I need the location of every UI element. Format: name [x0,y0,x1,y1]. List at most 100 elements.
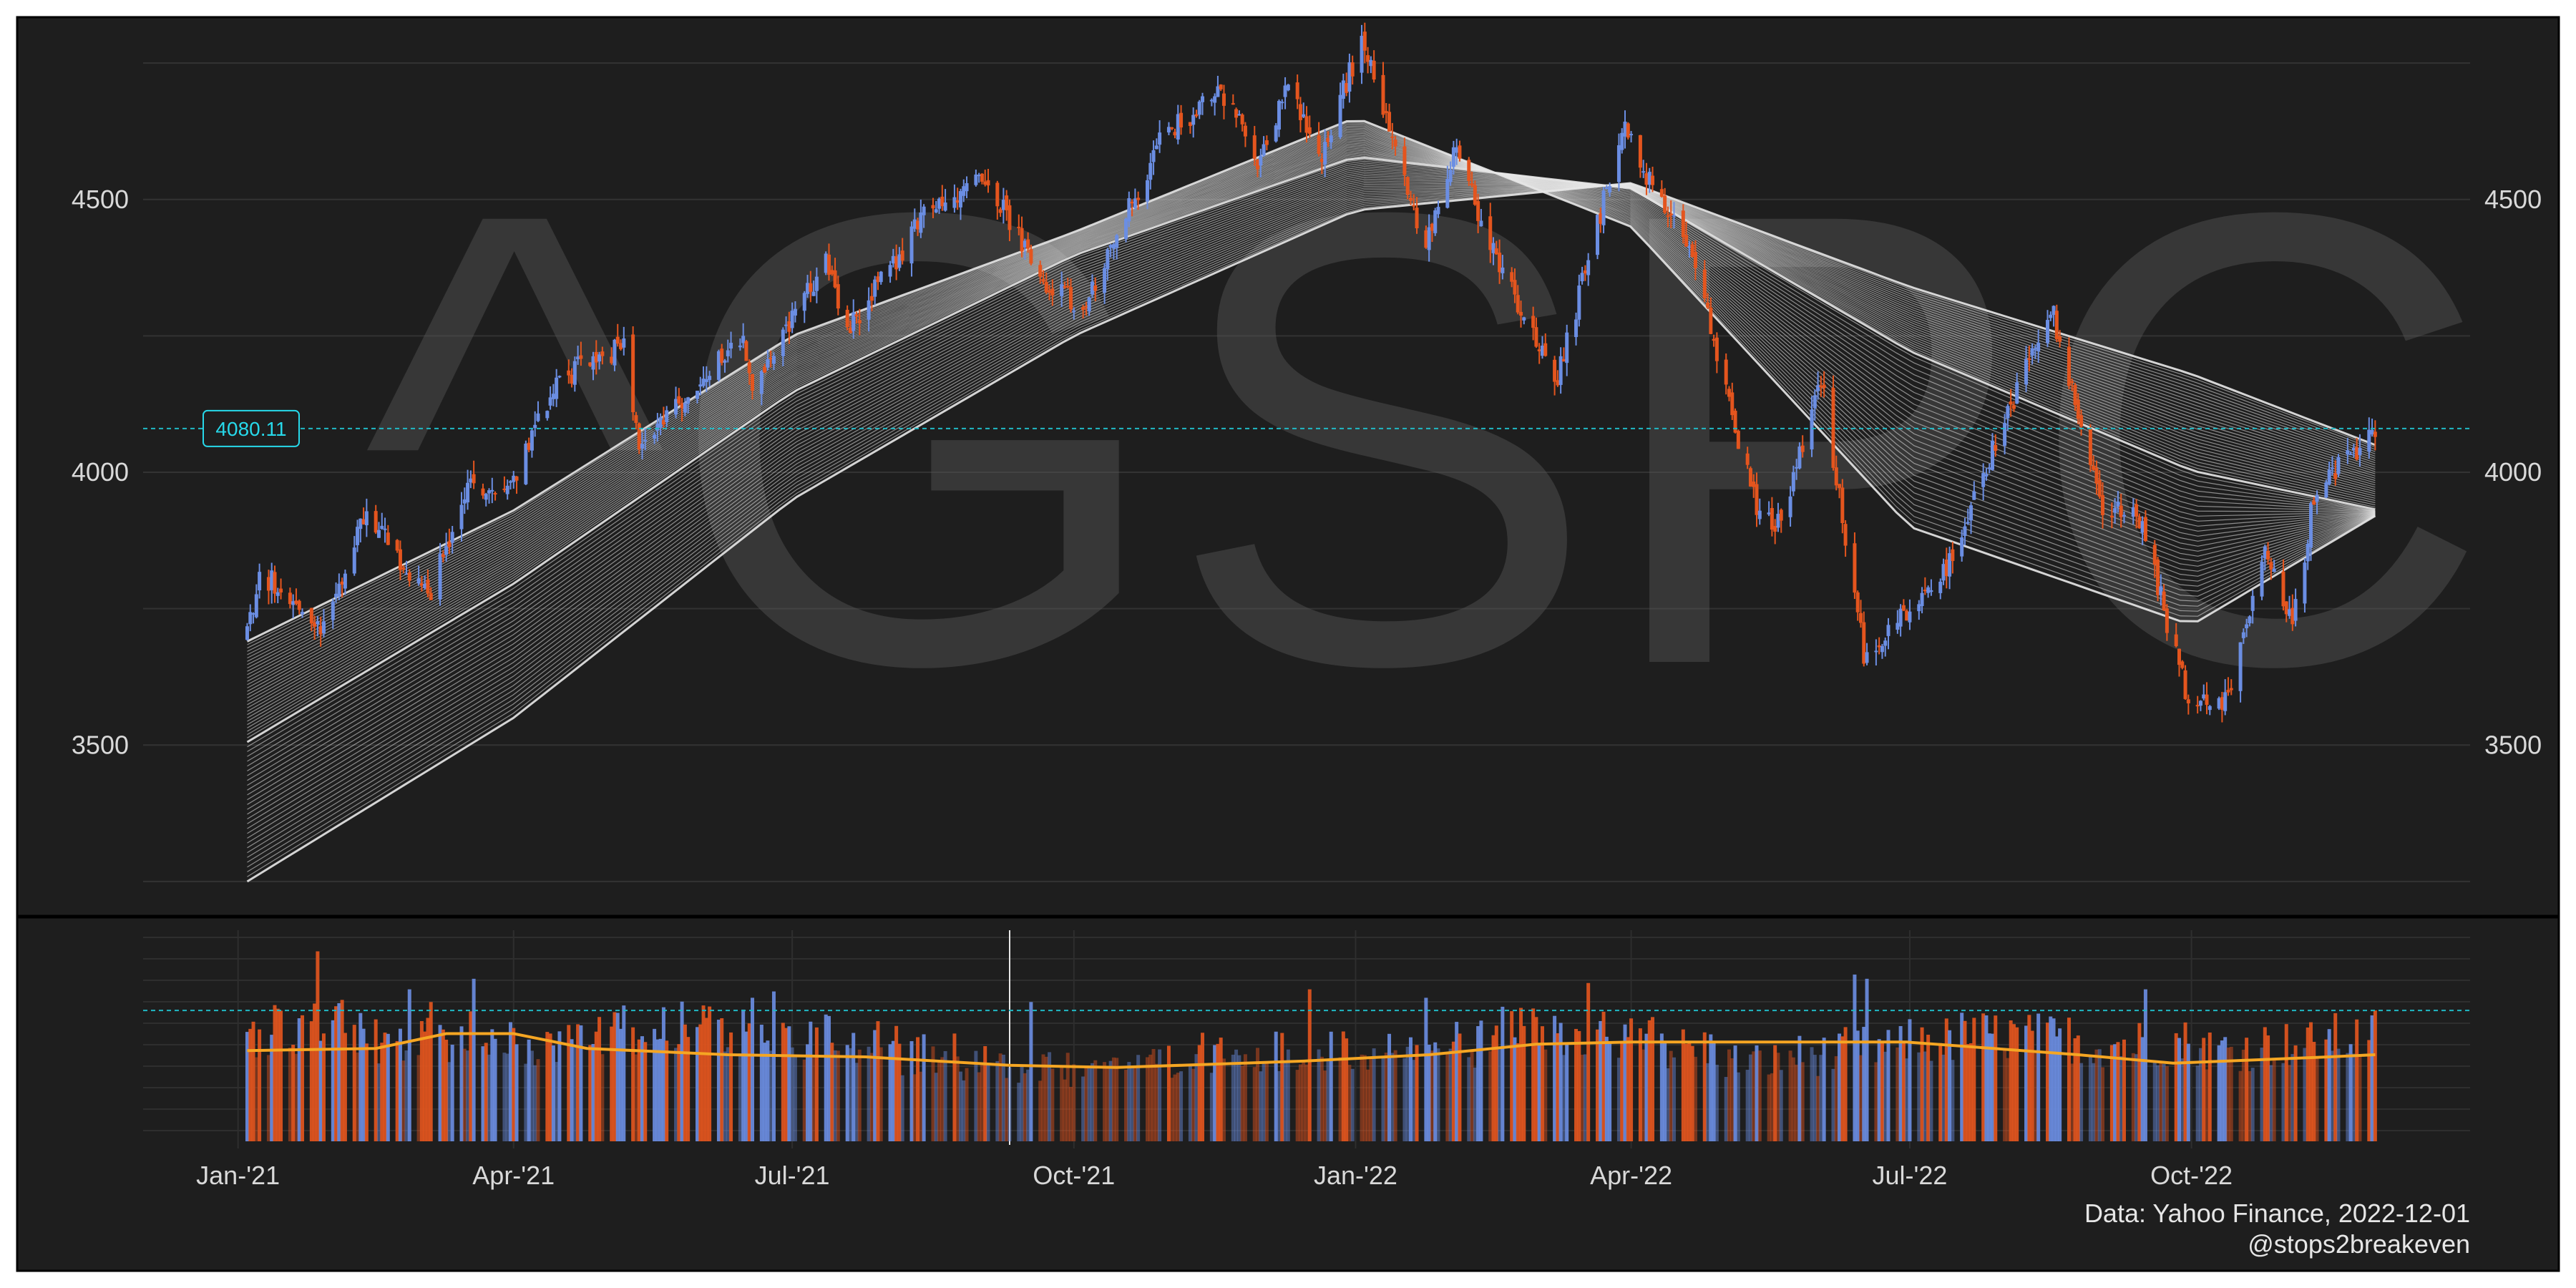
volume-bar-390 [1917,1052,1921,1141]
volume-bar-456 [2198,1048,2202,1141]
candle-435 [2109,502,2114,529]
volume-bar-322 [1623,1024,1627,1141]
candle-450 [2174,623,2178,648]
candle-417 [2030,343,2034,365]
candle-203 [1111,243,1116,260]
candle-219 [1179,104,1184,135]
candle-body [2183,670,2187,699]
candle-195 [1081,305,1085,319]
volume-bar-190 [1060,1067,1064,1141]
candle-body [1724,359,1728,385]
candle-200 [1103,263,1107,304]
volume-bar-201 [1106,1065,1110,1141]
candle-305 [1553,356,1557,396]
candle-54 [472,460,476,489]
candle-body [2152,545,2157,565]
candle-body [1041,278,1045,282]
candle-14 [301,608,305,618]
volume-bar-192 [1065,1053,1070,1141]
volume-bar-404 [1972,1018,1976,1141]
candle-494 [2358,434,2362,467]
candle-49 [450,526,454,554]
candle-52 [466,469,470,510]
volume-bar-275 [1424,997,1428,1141]
candle-84 [600,346,605,365]
candle-322 [1623,110,1627,149]
volume-bar-318 [1604,1036,1609,1141]
volume-bar-403 [1969,1043,1974,1141]
candle-body [1972,491,1976,500]
volume-bar-135 [824,1014,828,1141]
candle-96 [655,413,660,441]
volume-bar-103 [683,1024,687,1141]
candle-26 [356,519,360,552]
volume-bar-327 [1644,1033,1649,1141]
candle-body [251,613,255,615]
ma-ribbon-line-26 [247,152,2376,728]
volume-bar-66 [527,1039,531,1141]
candle-body [2312,500,2316,505]
volume-bar-377 [1858,1055,1863,1141]
candle-body [802,293,806,311]
volume-bar-171 [977,1072,981,1141]
candle-443 [2140,516,2145,545]
volume-bar-454 [2186,1043,2190,1141]
candle-17 [316,615,320,637]
candle-166 [955,187,960,210]
candle-336 [1684,221,1689,248]
volume-bar-495 [2367,1040,2371,1141]
candle-body [2011,405,2016,409]
volume-bar-282 [1451,1041,1455,1141]
candle-357 [1773,519,1777,545]
candle-body [716,351,721,380]
candle-body [995,182,1000,207]
candle-170 [974,169,978,187]
volume-bar-108 [704,1018,708,1141]
volume-bar-36 [398,1028,402,1141]
candle-451 [2177,648,2181,677]
candle-464 [2229,679,2233,696]
candle-94 [643,428,648,451]
volume-bar-396 [1941,1054,1946,1141]
candle-body [2054,311,2059,340]
candle-body [613,339,617,366]
volume-bar-334 [1672,1057,1676,1141]
volume-bar-145 [867,1046,871,1141]
volume-bar-80 [588,1045,592,1141]
candle-body [1690,244,1694,257]
candle-250 [1317,122,1321,157]
candle-body [974,174,978,185]
candle-body [1038,265,1043,277]
ma-ribbon-line-31 [247,159,2376,748]
candle-body [720,348,724,364]
candle-body [1044,282,1048,293]
candle-body [1433,210,1438,233]
volume-bar-146 [869,1053,874,1141]
candle-331 [1663,187,1667,215]
volume-bar-118 [747,1023,751,1141]
candle-126 [784,316,789,333]
candle-body [894,256,899,270]
volume-bar-169 [965,1068,969,1141]
volume-bar-356 [1770,1073,1774,1141]
volume-bar-373 [1840,1036,1845,1141]
candle-383 [1883,637,1888,657]
ma-ribbon-line-14 [247,137,2376,689]
candle-body [1176,114,1180,140]
candle-360 [1788,486,1792,527]
ma-ribbon-line-44 [247,182,2376,810]
candle-body [1170,127,1174,130]
date-axis: Jan-'21 Apr-'21 Jul-'21 Oct-'21 Jan-'22 Apr-'… [196,1161,2233,1190]
volume-bar-485 [2324,1039,2328,1141]
volume-bar-140 [845,1045,849,1141]
candle-155 [909,221,914,277]
candle-447 [2159,574,2163,606]
volume-bar-105 [695,1027,699,1141]
volume-bar-231 [1234,1049,1239,1141]
volume-bar-256 [1341,1031,1345,1141]
candle-1 [248,604,253,632]
candle-body [814,276,819,291]
candle-342 [1709,297,1713,335]
candle-83 [597,351,602,370]
candle-30 [374,504,378,535]
